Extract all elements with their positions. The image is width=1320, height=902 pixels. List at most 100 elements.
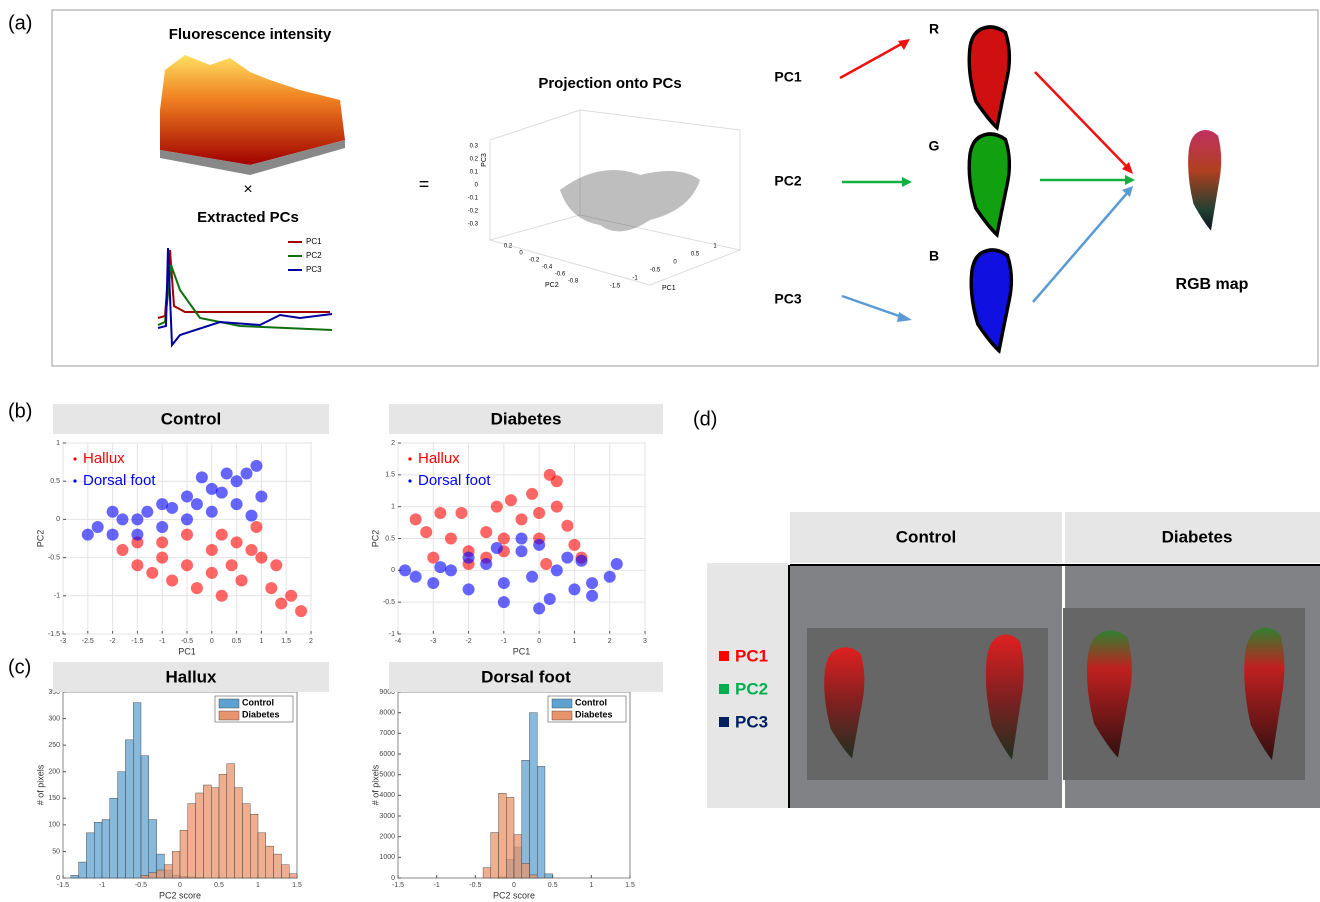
y-tick-label: 50 xyxy=(52,848,60,855)
y-tick-label: 0.5 xyxy=(385,535,395,542)
legend-label: PC2 xyxy=(735,679,768,698)
pc-input: PC3 xyxy=(774,291,801,307)
x-tick-label: -0.5 xyxy=(181,638,193,645)
tick-label: -0.2 xyxy=(529,258,540,264)
y-axis-label: PC2 xyxy=(370,530,380,548)
x-tick-label: 0 xyxy=(210,638,214,645)
y-tick-label: -0.5 xyxy=(383,599,395,606)
x-tick-label: -3 xyxy=(60,638,66,645)
subtitle: Projection onto PCs xyxy=(538,75,681,92)
bar xyxy=(529,713,537,878)
point xyxy=(427,577,439,589)
point xyxy=(191,498,203,510)
bar xyxy=(149,873,157,878)
tick-label: 0.3 xyxy=(470,144,479,150)
bar xyxy=(180,830,188,878)
y-tick-label: 1000 xyxy=(379,854,395,861)
x-tick-label: 1 xyxy=(589,882,593,889)
legend-label: Control xyxy=(242,697,274,707)
tick-label: 0 xyxy=(519,251,523,257)
bar xyxy=(196,793,204,878)
channel-label: G xyxy=(929,138,940,154)
legend-swatch xyxy=(719,684,729,694)
point xyxy=(156,536,168,548)
column-header: Diabetes xyxy=(1162,527,1233,546)
point xyxy=(399,564,411,576)
point xyxy=(221,468,233,480)
tick-label: 0.2 xyxy=(470,157,479,163)
subtitle: Fluorescence intensity xyxy=(169,26,332,43)
legend-swatch xyxy=(219,711,239,720)
bar xyxy=(79,862,87,878)
bar xyxy=(211,788,219,878)
x-tick-label: -1.5 xyxy=(57,882,69,889)
point xyxy=(551,501,563,513)
bar xyxy=(102,820,110,878)
x-tick-label: -3 xyxy=(430,638,436,645)
legend-swatch xyxy=(552,699,572,708)
x-tick-label: -1 xyxy=(99,882,105,889)
axis-label: PC1 xyxy=(662,285,676,292)
bar xyxy=(537,766,545,878)
legend-label: Hallux xyxy=(83,450,125,467)
x-axis-label: PC1 xyxy=(178,646,196,656)
legend-label: Dorsal foot xyxy=(418,472,491,489)
y-tick-label: 200 xyxy=(48,769,60,776)
point xyxy=(216,487,228,499)
y-tick-label: 300 xyxy=(48,715,60,722)
pc-input: PC2 xyxy=(774,173,801,189)
point xyxy=(107,529,119,541)
channel-label: B xyxy=(929,248,939,264)
point xyxy=(575,555,587,567)
point xyxy=(568,583,580,595)
legend-label: Hallux xyxy=(418,450,460,467)
axis-label: PC2 xyxy=(545,282,559,289)
point xyxy=(480,558,492,570)
bar xyxy=(545,874,553,878)
y-tick-label: 1.5 xyxy=(385,472,395,479)
subtitle: Extracted PCs xyxy=(197,209,299,226)
bar xyxy=(172,851,180,878)
y-tick-label: -1.5 xyxy=(48,631,60,638)
x-tick-label: 1.5 xyxy=(625,882,635,889)
y-tick-label: 0 xyxy=(391,875,395,882)
x-axis-label: PC2 score xyxy=(159,890,201,900)
x-tick-label: -1 xyxy=(434,882,440,889)
legend-label: Dorsal foot xyxy=(83,472,156,489)
point xyxy=(586,577,598,589)
x-tick-label: -0.5 xyxy=(469,882,481,889)
point xyxy=(107,506,119,518)
x-tick-label: -2 xyxy=(109,638,115,645)
tick-label: 0.2 xyxy=(504,244,513,250)
chart-title: Hallux xyxy=(165,667,217,686)
point xyxy=(561,552,573,564)
bar xyxy=(522,864,530,878)
point xyxy=(275,597,287,609)
tick-label: -0.4 xyxy=(542,265,553,271)
y-tick-label: 0 xyxy=(56,516,60,523)
point xyxy=(568,539,580,551)
tick-label: -0.3 xyxy=(468,222,479,228)
y-tick-label: 0 xyxy=(56,875,60,882)
x-tick-label: -1.5 xyxy=(392,882,404,889)
tick-label: 0 xyxy=(673,260,677,266)
point xyxy=(533,539,545,551)
tick-label: 0.5 xyxy=(691,252,700,258)
tick-label: -0.8 xyxy=(568,279,579,285)
point xyxy=(516,545,528,557)
point xyxy=(491,542,503,554)
pc-input: PC1 xyxy=(774,69,801,85)
point xyxy=(241,468,253,480)
point xyxy=(250,521,262,533)
legend-label: PC3 xyxy=(735,712,768,731)
point xyxy=(226,559,238,571)
point xyxy=(206,506,218,518)
point xyxy=(131,513,143,525)
x-tick-label: -0.5 xyxy=(135,882,147,889)
point xyxy=(245,544,257,556)
legend-swatch xyxy=(552,711,572,720)
point xyxy=(196,471,208,483)
operator: = xyxy=(419,174,430,194)
bar xyxy=(141,756,149,878)
legend-marker xyxy=(408,457,411,460)
